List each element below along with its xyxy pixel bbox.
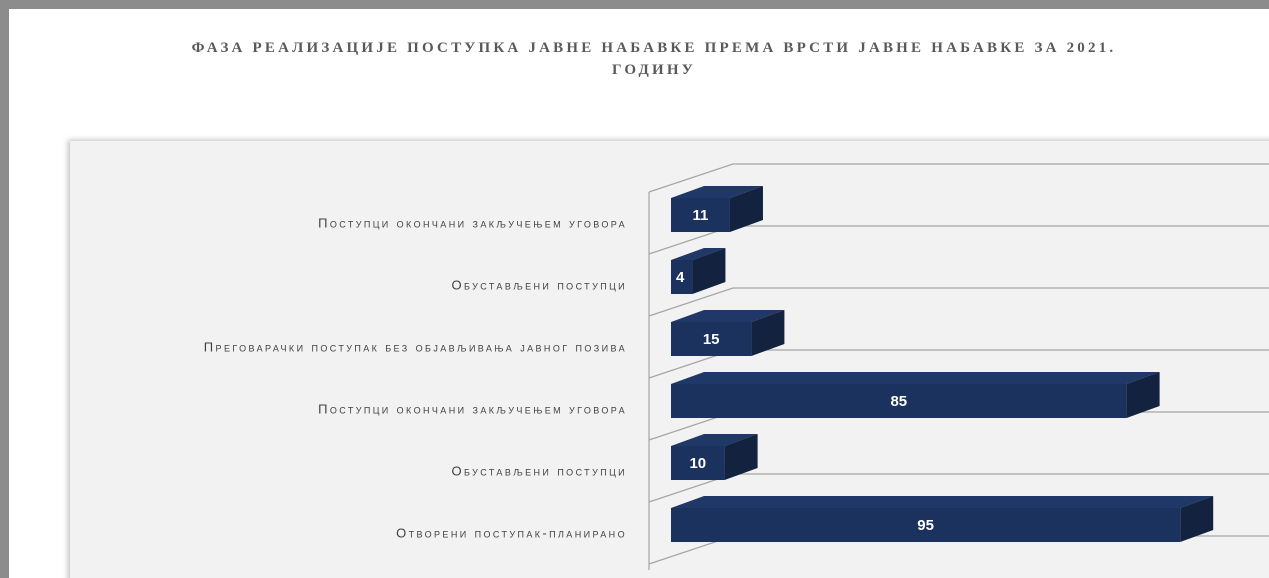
value-label: 15	[703, 331, 720, 348]
y-tick-label: Обустављени поступци	[451, 463, 627, 478]
y-tick-label: Поступци окончани закључењем уговора	[318, 215, 627, 230]
bar-front	[671, 322, 752, 356]
value-label: 4	[676, 269, 685, 286]
bar-top	[671, 186, 763, 198]
bar	[671, 496, 1214, 542]
chart-title: ФАЗА РЕАЛИЗАЦИЈЕ ПОСТУПКА ЈАВНЕ НАБАВКЕ …	[191, 40, 1117, 78]
bar-top	[671, 310, 785, 322]
bar	[671, 434, 758, 480]
grid-line	[648, 287, 1269, 317]
grid-line	[648, 163, 1269, 193]
bar-top	[671, 496, 1214, 508]
bar-side	[751, 310, 785, 356]
bar-top	[671, 372, 1160, 384]
y-tick-label: Отворени поступак-планирано	[396, 525, 627, 540]
bar-front	[671, 260, 693, 294]
value-label: 10	[689, 455, 706, 472]
bar-front	[671, 446, 725, 480]
value-label: 85	[890, 393, 907, 410]
value-label: 11	[693, 207, 709, 224]
y-tick-label: Поступци окончани закључењем уговора	[318, 401, 627, 416]
bar-top	[671, 248, 726, 260]
bar	[671, 248, 726, 294]
bar-side	[724, 434, 758, 480]
y-tick-label: Обустављени поступци	[451, 277, 627, 292]
bar-side	[1180, 496, 1214, 542]
bar-front	[671, 508, 1181, 542]
bar-front	[671, 384, 1127, 418]
value-label: 95	[917, 517, 934, 534]
bar-side	[729, 186, 763, 232]
bar-side	[692, 248, 726, 294]
bar	[671, 310, 785, 356]
bar	[671, 372, 1160, 418]
bar-top	[671, 434, 758, 446]
bar	[671, 186, 763, 232]
bar-front	[671, 198, 730, 232]
bar-side	[1126, 372, 1160, 418]
y-tick-label: Преговарачки поступак без објављивања ја…	[204, 339, 627, 354]
bars: 11 4 15 85 10 95	[671, 186, 1214, 542]
